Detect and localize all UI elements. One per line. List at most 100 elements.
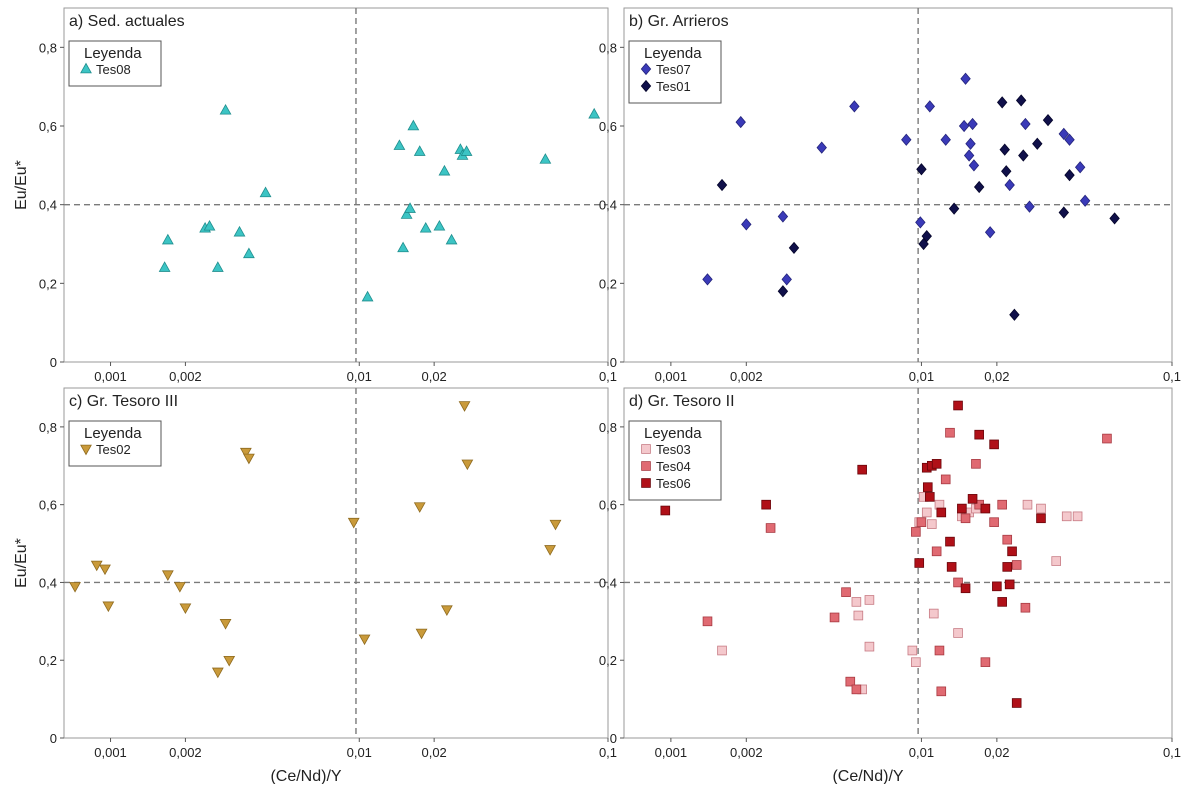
y-tick-label: 0,4 xyxy=(39,575,57,590)
data-point xyxy=(440,605,453,616)
legend-title: Leyenda xyxy=(644,45,702,62)
data-point xyxy=(765,523,776,533)
data-point xyxy=(1007,546,1017,557)
data-point xyxy=(407,119,420,131)
data-point xyxy=(777,285,789,298)
y-tick-label: 0,2 xyxy=(39,276,57,291)
x-axis-label: (Ce/Nd)/Y xyxy=(832,768,903,784)
data-point xyxy=(788,241,800,255)
data-point xyxy=(1020,117,1031,131)
data-point xyxy=(702,616,713,627)
data-point xyxy=(851,684,862,695)
legend-marker xyxy=(80,444,92,456)
y-tick-label: 0,8 xyxy=(39,420,57,435)
data-point xyxy=(816,141,827,154)
data-point xyxy=(397,241,409,253)
data-point xyxy=(907,645,918,656)
data-point xyxy=(1024,200,1035,213)
x-tick-label: 0,002 xyxy=(169,745,202,760)
x-tick-label: 0,02 xyxy=(421,745,446,760)
data-point xyxy=(588,107,601,119)
data-point xyxy=(102,601,115,613)
data-point xyxy=(173,582,186,593)
x-tick-label: 0,02 xyxy=(421,369,446,384)
legend-box xyxy=(68,420,162,467)
data-point xyxy=(1018,149,1029,162)
series-Tes01 xyxy=(716,94,1120,321)
legend-box xyxy=(68,40,162,87)
legend-marker xyxy=(641,478,651,488)
data-point xyxy=(974,429,984,440)
data-point xyxy=(777,210,789,223)
data-point xyxy=(936,686,947,697)
data-point xyxy=(960,72,971,85)
data-point xyxy=(922,482,933,492)
data-point xyxy=(358,634,371,646)
x-tick-label: 0,002 xyxy=(169,369,202,384)
legend-item: Tes07 xyxy=(656,62,691,77)
data-point xyxy=(259,186,272,198)
legend-box xyxy=(628,40,722,104)
data-point xyxy=(393,139,406,150)
x-tick-label: 0,01 xyxy=(347,369,372,384)
legend-title: Leyenda xyxy=(84,45,142,62)
data-point xyxy=(223,655,236,667)
data-point xyxy=(940,133,951,146)
x-tick-label: 0,001 xyxy=(655,745,688,760)
data-point xyxy=(549,519,562,531)
data-point xyxy=(841,587,851,597)
data-point xyxy=(963,149,975,162)
x-tick-label: 0,01 xyxy=(909,369,934,384)
data-point xyxy=(864,595,875,605)
x-tick-label: 0,01 xyxy=(347,745,372,760)
series-Tes02 xyxy=(69,401,562,679)
data-point xyxy=(927,519,937,529)
data-point xyxy=(539,153,552,164)
data-point xyxy=(1064,133,1075,146)
y-tick-label: 0,4 xyxy=(39,198,57,213)
legend-title: Leyenda xyxy=(84,425,142,442)
data-point xyxy=(717,645,727,656)
data-point xyxy=(829,612,840,623)
data-point xyxy=(971,459,981,469)
legend-item: Tes01 xyxy=(656,79,691,94)
data-point xyxy=(946,562,957,572)
y-tick-label: 0,6 xyxy=(39,498,57,513)
data-point xyxy=(1002,562,1013,572)
panel-1: 0 0,2 0,4 0,6 0,8 0,001 0,002 0,01 0,02 0,1 Eu/Eu*… xyxy=(13,7,617,384)
panel-frame xyxy=(63,7,609,363)
data-point xyxy=(925,492,935,502)
data-point xyxy=(211,667,224,679)
data-point xyxy=(849,100,860,113)
y-tick-label: 0,8 xyxy=(39,40,57,55)
data-point xyxy=(211,261,224,272)
legend-title: Leyenda xyxy=(644,425,702,442)
data-point xyxy=(1058,206,1070,219)
data-point xyxy=(242,247,255,259)
data-point xyxy=(1032,137,1043,150)
y-axis-label: Eu/Eu* xyxy=(13,538,30,588)
series-Tes08 xyxy=(158,103,601,302)
data-point xyxy=(996,96,1008,109)
data-point xyxy=(203,219,216,231)
data-point xyxy=(914,558,925,568)
data-point xyxy=(347,517,360,529)
data-point xyxy=(911,527,921,537)
data-point xyxy=(1102,433,1112,444)
data-point xyxy=(1036,503,1046,514)
data-point xyxy=(404,202,416,213)
panel-4: 0 0,2 0,4 0,6 0,8 0,001 0,002 0,01 0,02 0,1 (Ce/Nd… xyxy=(599,387,1181,785)
data-point xyxy=(989,439,999,450)
data-point xyxy=(741,218,752,231)
legend-marker xyxy=(640,79,652,93)
data-point xyxy=(924,100,936,113)
legend-item: Tes08 xyxy=(96,62,131,77)
data-point xyxy=(413,145,426,156)
data-point xyxy=(761,499,771,510)
data-point xyxy=(1004,579,1015,590)
data-point xyxy=(1061,511,1072,522)
data-point xyxy=(1002,534,1013,545)
x-tick-label: 0,001 xyxy=(655,369,688,384)
panel-3: 0 0,2 0,4 0,6 0,8 0,001 0,002 0,01 0,02 0,1 Eu/Eu*… xyxy=(13,387,617,785)
data-point xyxy=(438,164,451,176)
